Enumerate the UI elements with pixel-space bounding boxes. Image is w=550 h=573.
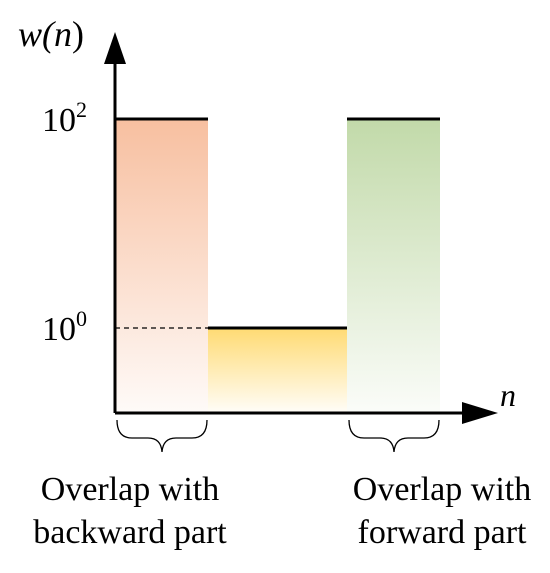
x-axis-label: n (500, 377, 516, 413)
x-axis-arrow-icon (462, 402, 498, 424)
backward-annotation-line1: Overlap with (41, 471, 219, 508)
y-axis-arrow-icon (104, 32, 126, 64)
forward-annotation-line1: Overlap with (353, 471, 531, 508)
forward-annotation-line2: forward part (358, 514, 528, 551)
y-tick-label-high: 102 (42, 97, 87, 139)
backward-overlap-region (115, 119, 208, 413)
middle-region (208, 328, 347, 413)
y-tick-label-low: 100 (42, 306, 87, 348)
backward-annotation-line2: backward part (33, 514, 227, 551)
forward-brace-icon (348, 419, 440, 453)
backward-brace-icon (116, 419, 208, 453)
forward-overlap-region (347, 119, 440, 413)
y-axis-label: w(n) (18, 14, 84, 54)
